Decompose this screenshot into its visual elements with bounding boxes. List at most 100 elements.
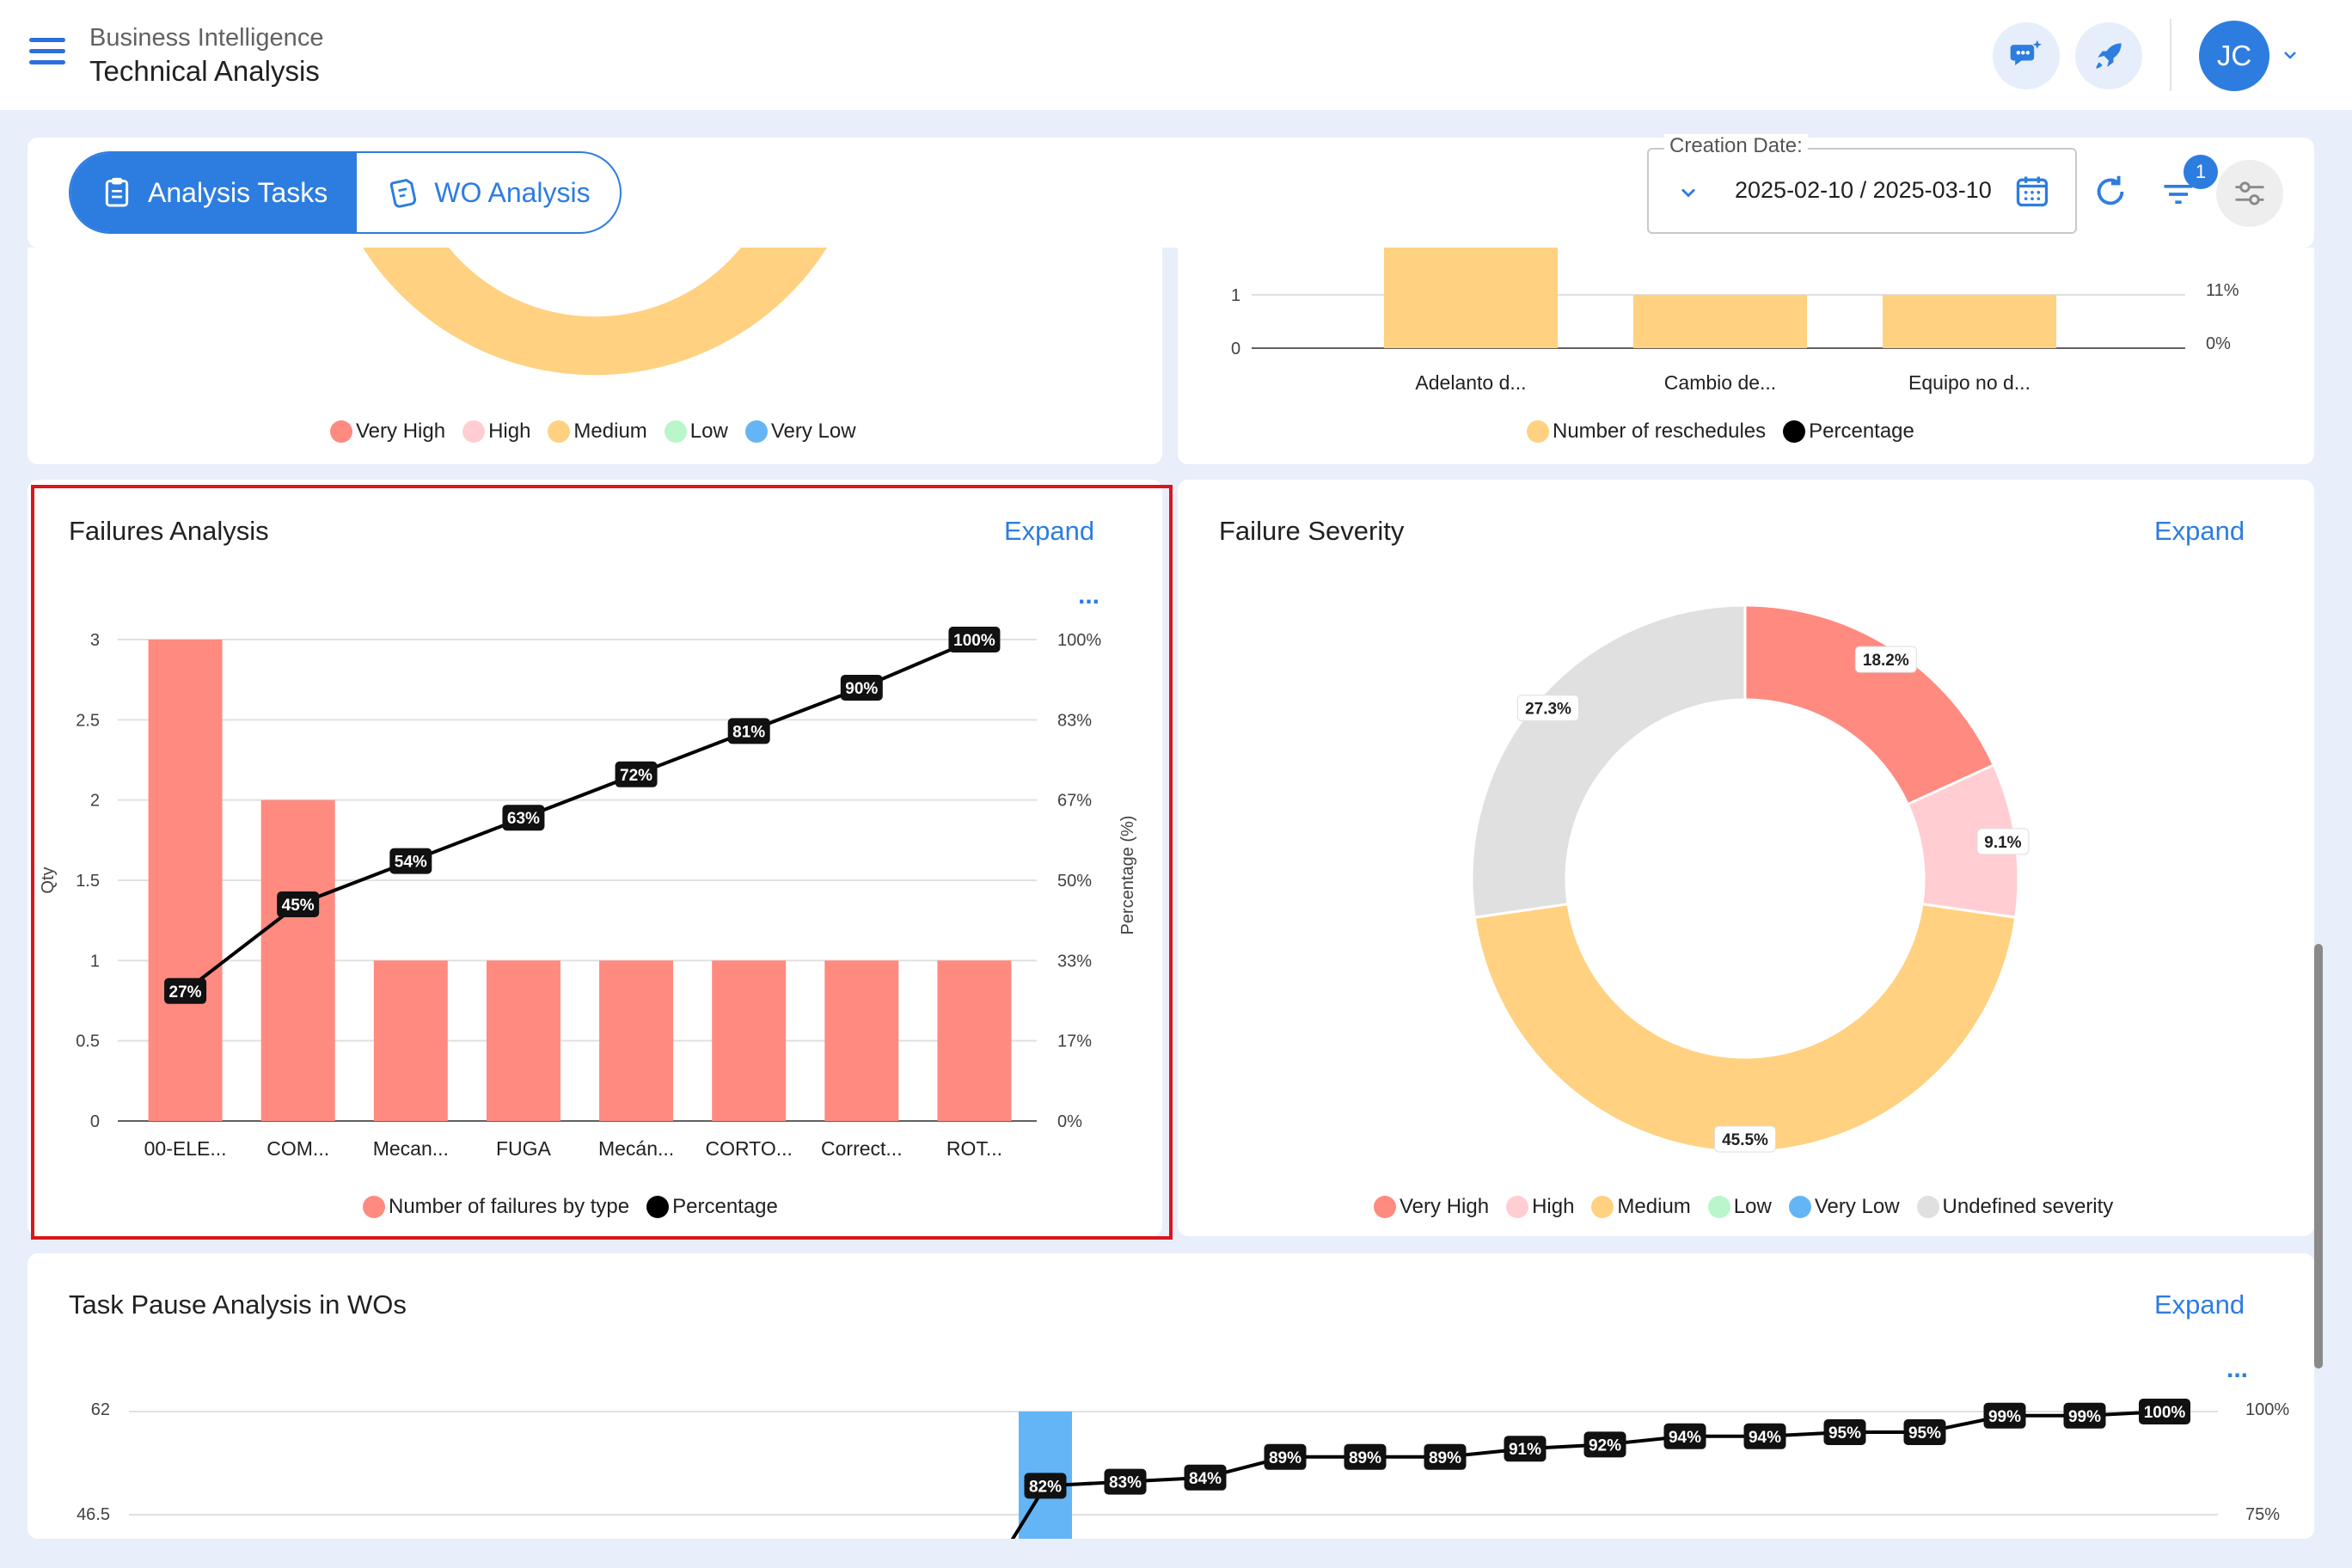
data-label-bg xyxy=(2063,1402,2106,1429)
date-range-field[interactable] xyxy=(1647,148,2077,234)
data-label: 99% xyxy=(2068,1408,2101,1426)
refresh-icon[interactable] xyxy=(2091,172,2130,211)
bar[interactable] xyxy=(148,640,223,1121)
bar[interactable] xyxy=(599,960,674,1121)
legend-item[interactable]: Undefined severity xyxy=(1916,1195,2113,1219)
data-label: 95% xyxy=(1908,1424,1941,1442)
legend-item[interactable]: Very High xyxy=(330,420,445,444)
legend-item[interactable]: Low xyxy=(1707,1195,1772,1219)
legend-item[interactable]: Very High xyxy=(1374,1195,1489,1219)
priority-legend: Very High High Medium Low Very Low xyxy=(330,420,873,444)
bar[interactable] xyxy=(712,960,787,1121)
chat-sparkle-icon xyxy=(2010,40,2042,65)
y2-tick-label: 0% xyxy=(1057,1112,1082,1131)
data-label-bg xyxy=(948,627,1001,652)
failures-pareto-chart: 3 2.5 2 1.5 1 0.5 0 100% 83% 67% 50% 33% 17% 0% Qty Per… xyxy=(39,627,1137,1160)
slice-label-bg xyxy=(1976,828,2030,855)
legend-dot xyxy=(1707,1196,1730,1218)
data-label: 84% xyxy=(1189,1470,1222,1488)
x-tick-label: 00-ELE... xyxy=(144,1137,227,1160)
data-label-bg xyxy=(615,761,658,787)
hamburger-menu-icon[interactable] xyxy=(29,38,65,72)
slice-label-bg xyxy=(1854,646,1917,673)
avatar[interactable]: JC xyxy=(2199,21,2269,91)
chevron-down-icon[interactable] xyxy=(1676,181,1700,205)
y-tick-label: 2 xyxy=(90,792,100,811)
y-axis-label: Qty xyxy=(39,867,58,893)
legend-dot xyxy=(664,420,687,443)
tab-wo-analysis[interactable]: WO Analysis xyxy=(357,153,619,232)
launch-button[interactable] xyxy=(2075,22,2142,89)
legend-item[interactable]: Number of reschedules xyxy=(1527,420,1766,444)
legend-dot xyxy=(330,420,352,443)
more-options-icon[interactable]: ... xyxy=(1078,581,1100,609)
bar[interactable] xyxy=(486,960,560,1121)
slice-label: 45.5% xyxy=(1722,1131,1768,1149)
page-scrollbar[interactable] xyxy=(2314,944,2323,1369)
legend-item[interactable]: High xyxy=(1506,1195,1574,1219)
data-label: 90% xyxy=(845,680,878,698)
legend-item[interactable]: Medium xyxy=(1591,1195,1691,1219)
x-tick: Adelanto d... xyxy=(1415,371,1526,394)
donut-segment[interactable] xyxy=(1473,902,2018,1154)
legend-label: Very High xyxy=(1400,1195,1490,1218)
data-label-bg xyxy=(1823,1419,1866,1445)
chevron-down-icon[interactable] xyxy=(2280,45,2300,65)
more-options-icon[interactable]: ... xyxy=(2226,1355,2249,1383)
legend-item[interactable]: Percentage xyxy=(1783,420,1914,444)
bar[interactable] xyxy=(373,960,448,1121)
legend-dot xyxy=(1506,1196,1529,1218)
slice-label-bg xyxy=(1517,695,1580,722)
legend-item[interactable]: Medium xyxy=(548,420,647,444)
legend-item[interactable]: Very Low xyxy=(1788,1195,1900,1219)
legend-label: Number of reschedules xyxy=(1553,420,1767,443)
expand-link[interactable]: Expand xyxy=(2154,1289,2245,1320)
tab-analysis-tasks[interactable]: Analysis Tasks xyxy=(70,153,358,232)
expand-link[interactable]: Expand xyxy=(1004,516,1095,546)
bar[interactable] xyxy=(824,960,899,1121)
data-label: 100% xyxy=(953,632,995,650)
data-label: 99% xyxy=(1988,1408,2021,1426)
legend-item[interactable]: Very Low xyxy=(744,420,856,444)
bar[interactable] xyxy=(1384,248,1558,348)
bar[interactable] xyxy=(260,799,335,1121)
data-label-bg xyxy=(1743,1423,1786,1449)
percentage-line xyxy=(1010,1410,2165,1539)
donut-segment[interactable] xyxy=(1743,603,1996,806)
donut-segment[interactable] xyxy=(1470,603,1747,919)
document-list-icon xyxy=(390,178,417,208)
slice-label-bg xyxy=(1714,1125,1776,1153)
y2-tick-label: 33% xyxy=(1057,952,1092,971)
calendar-icon[interactable] xyxy=(2013,172,2051,210)
severity-legend: Very High High Medium Low Very Low Undef… xyxy=(1374,1195,2130,1219)
data-label-bg xyxy=(1504,1436,1547,1462)
failures-legend: Number of failures by type Percentage xyxy=(363,1195,795,1219)
legend-item[interactable]: Number of failures by type xyxy=(363,1195,629,1219)
legend-dot xyxy=(646,1196,670,1218)
expand-link[interactable]: Expand xyxy=(2154,516,2245,546)
legend-item[interactable]: High xyxy=(462,420,530,444)
filter-count-badge: 1 xyxy=(2184,155,2218,189)
data-label-bg xyxy=(277,891,320,917)
y-tick-label: 1 xyxy=(90,952,100,971)
filter-icon[interactable] xyxy=(2159,175,2197,213)
bar[interactable] xyxy=(937,960,1012,1121)
ai-chat-button[interactable] xyxy=(1993,22,2060,89)
x-tick: Equipo no d... xyxy=(1908,371,2030,394)
bar[interactable] xyxy=(1633,295,1807,348)
legend-dot xyxy=(1591,1196,1614,1218)
x-tick-label: FUGA xyxy=(496,1137,552,1160)
bar[interactable] xyxy=(1883,295,2056,348)
clipboard-icon xyxy=(105,177,129,207)
data-label-bg xyxy=(1264,1443,1307,1470)
data-label: 89% xyxy=(1429,1449,1461,1467)
settings-sliders-button[interactable] xyxy=(2216,160,2283,227)
y-tick-label: 2.5 xyxy=(76,711,100,730)
data-label-bg xyxy=(2139,1399,2190,1424)
y-tick-label: 1.5 xyxy=(76,872,100,891)
legend-item[interactable]: Low xyxy=(664,420,728,444)
legend-label: Very High xyxy=(356,420,446,443)
legend-dot xyxy=(1374,1196,1396,1218)
y2-tick-label: 83% xyxy=(1057,711,1092,730)
legend-item[interactable]: Percentage xyxy=(646,1195,778,1219)
